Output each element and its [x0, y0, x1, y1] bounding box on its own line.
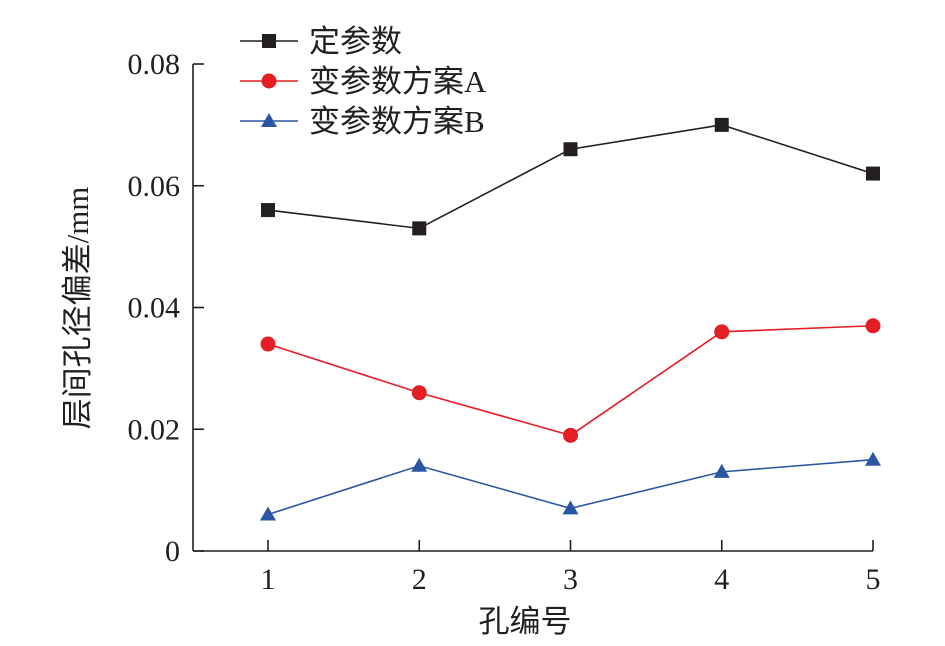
x-tick-label: 2 [412, 563, 427, 596]
data-point [713, 463, 730, 478]
data-point [260, 506, 276, 521]
data-point [714, 117, 729, 132]
data-point [714, 324, 730, 340]
y-tick-label: 0.08 [128, 48, 181, 81]
legend-item-2: 变参数方案A [240, 64, 487, 99]
data-point [865, 451, 881, 466]
series-line [267, 124, 874, 230]
x-tick-label: 3 [563, 563, 578, 596]
legend-marker [261, 73, 277, 89]
y-tick-label: 0 [165, 535, 180, 568]
data-point [261, 203, 275, 218]
x-tick-label: 5 [866, 563, 881, 596]
y-tick-label: 0.02 [128, 413, 181, 446]
data-point [866, 166, 880, 181]
series-layer [260, 117, 881, 521]
legend-label: 变参数方案B [309, 104, 485, 139]
x-tick-label: 1 [261, 563, 276, 596]
data-point [411, 385, 427, 401]
x-tick-label: 4 [714, 563, 729, 596]
series-line [267, 324, 874, 437]
data-point [563, 142, 578, 157]
data-point [411, 457, 428, 472]
legend-marker [262, 34, 276, 48]
legend-label: 定参数 [309, 24, 402, 59]
x-ticks: 1 2 3 4 5 [261, 540, 881, 596]
y-tick-label: 0.06 [128, 170, 181, 203]
series-1 [261, 117, 880, 236]
y-tick-label: 0.04 [128, 292, 181, 325]
data-point [562, 500, 579, 515]
data-point [865, 318, 881, 334]
legend-marker [261, 113, 277, 127]
series-2 [260, 318, 881, 443]
data-point [412, 221, 427, 236]
legend-item-1: 定参数 [240, 24, 402, 59]
y-axis-title: 层间孔径偏差/mm [60, 187, 95, 430]
y-ticks: 0 0.02 0.04 0.06 0.08 [128, 48, 204, 568]
x-axis-title: 孔编号 [479, 604, 572, 639]
series-3 [260, 451, 881, 521]
data-point [260, 336, 276, 352]
legend-label: 变参数方案A [309, 64, 487, 99]
data-point [563, 427, 578, 443]
legend-item-3: 变参数方案B [240, 104, 485, 139]
